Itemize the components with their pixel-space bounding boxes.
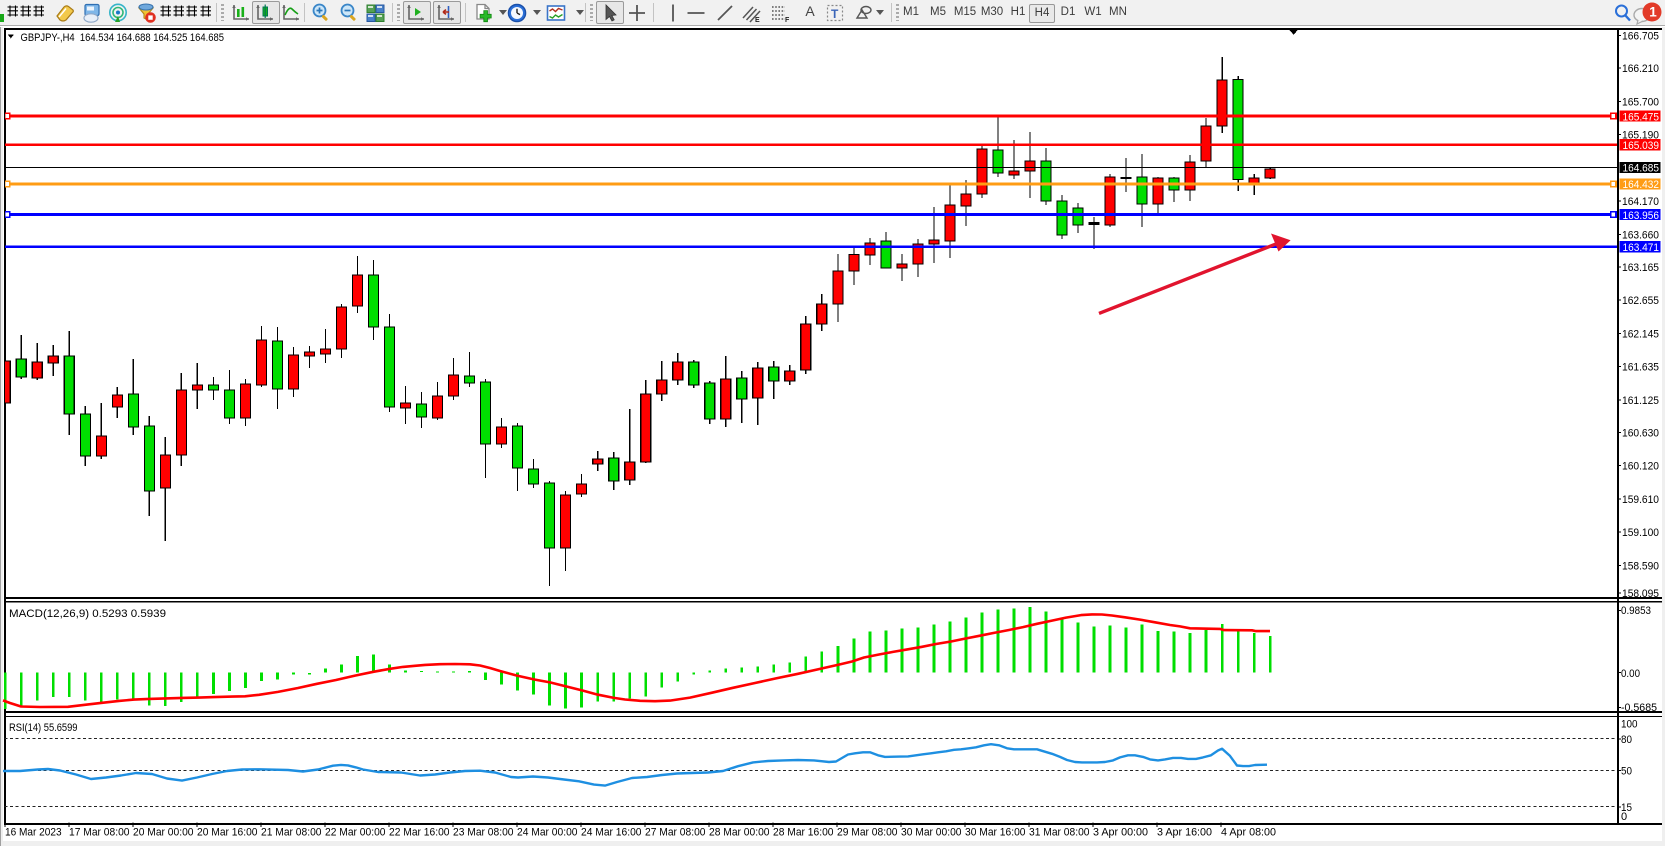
svg-text:165.475: 165.475 — [1623, 111, 1660, 123]
svg-text:165.039: 165.039 — [1623, 140, 1660, 152]
svg-text:80: 80 — [1621, 734, 1632, 746]
svg-text:22 Mar 16:00: 22 Mar 16:00 — [389, 827, 450, 839]
svg-text:30 Mar 16:00: 30 Mar 16:00 — [965, 827, 1026, 839]
svg-text:0.00: 0.00 — [1621, 668, 1640, 680]
svg-text:50: 50 — [1621, 765, 1632, 777]
svg-text:E: E — [755, 17, 760, 24]
svg-text:163.660: 163.660 — [1622, 230, 1659, 242]
svg-text:29 Mar 08:00: 29 Mar 08:00 — [837, 827, 898, 839]
svg-text:15: 15 — [1621, 802, 1632, 814]
svg-text:160.120: 160.120 — [1622, 461, 1659, 473]
svg-text:3 Apr 00:00: 3 Apr 00:00 — [1093, 827, 1148, 839]
svg-text:16 Mar 2023: 16 Mar 2023 — [5, 827, 62, 839]
svg-text:164.170: 164.170 — [1622, 196, 1659, 208]
svg-text:100: 100 — [1621, 719, 1638, 731]
svg-text:165.190: 165.190 — [1622, 130, 1659, 142]
svg-text:163.956: 163.956 — [1623, 210, 1660, 222]
svg-text:28 Mar 00:00: 28 Mar 00:00 — [709, 827, 770, 839]
svg-text:166.705: 166.705 — [1622, 31, 1659, 43]
svg-text:22 Mar 00:00: 22 Mar 00:00 — [325, 827, 386, 839]
svg-text:158.095: 158.095 — [1622, 588, 1659, 600]
svg-text:162.655: 162.655 — [1622, 295, 1659, 307]
svg-text:24 Mar 00:00: 24 Mar 00:00 — [517, 827, 578, 839]
svg-text:0: 0 — [1621, 811, 1627, 823]
svg-text:163.471: 163.471 — [1623, 242, 1660, 254]
svg-text:30 Mar 00:00: 30 Mar 00:00 — [901, 827, 962, 839]
svg-text:159.100: 159.100 — [1622, 527, 1659, 539]
svg-text:RSI(14) 55.6599: RSI(14) 55.6599 — [9, 722, 78, 734]
svg-text:-0.5685: -0.5685 — [1621, 702, 1657, 714]
svg-text:31 Mar 08:00: 31 Mar 08:00 — [1029, 827, 1090, 839]
svg-text:159.610: 159.610 — [1622, 494, 1659, 506]
svg-text:28 Mar 16:00: 28 Mar 16:00 — [773, 827, 834, 839]
svg-text:23 Mar 08:00: 23 Mar 08:00 — [453, 827, 514, 839]
svg-text:MACD(12,26,9) 0.5293 0.5939: MACD(12,26,9) 0.5293 0.5939 — [9, 608, 166, 620]
svg-text:163.165: 163.165 — [1622, 262, 1659, 274]
svg-text:161.125: 161.125 — [1622, 395, 1659, 407]
svg-text:21 Mar 08:00: 21 Mar 08:00 — [261, 827, 322, 839]
svg-text:GBPJPY-,H4 164.534 164.688 16: GBPJPY-,H4 164.534 164.688 164.525 164.6… — [21, 32, 225, 44]
svg-text:165.700: 165.700 — [1622, 96, 1659, 108]
svg-text:164.685: 164.685 — [1623, 163, 1660, 175]
svg-text:F: F — [785, 17, 790, 24]
svg-text:17 Mar 08:00: 17 Mar 08:00 — [69, 827, 130, 839]
svg-text:20 Mar 00:00: 20 Mar 00:00 — [133, 827, 194, 839]
svg-text:162.145: 162.145 — [1622, 328, 1659, 340]
svg-text:3 Apr 16:00: 3 Apr 16:00 — [1157, 827, 1212, 839]
svg-text:1: 1 — [1649, 5, 1657, 20]
svg-text:24 Mar 16:00: 24 Mar 16:00 — [581, 827, 642, 839]
svg-text:27 Mar 08:00: 27 Mar 08:00 — [645, 827, 706, 839]
svg-text:4 Apr 08:00: 4 Apr 08:00 — [1221, 827, 1276, 839]
svg-text:166.210: 166.210 — [1622, 63, 1659, 75]
svg-text:T: T — [831, 7, 839, 21]
svg-text:20 Mar 16:00: 20 Mar 16:00 — [197, 827, 258, 839]
svg-text:164.432: 164.432 — [1623, 179, 1660, 191]
svg-text:158.590: 158.590 — [1622, 561, 1659, 573]
svg-text:161.635: 161.635 — [1622, 362, 1659, 374]
svg-text:160.630: 160.630 — [1622, 427, 1659, 439]
svg-text:0.9853: 0.9853 — [1621, 605, 1651, 617]
